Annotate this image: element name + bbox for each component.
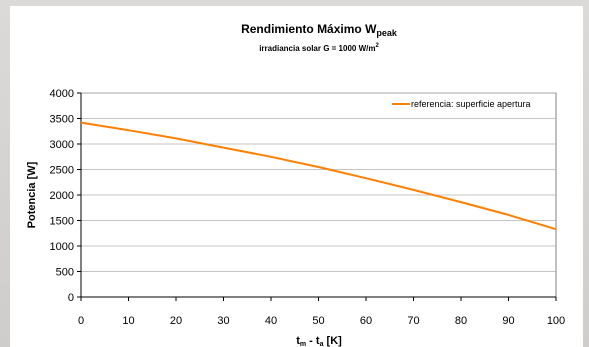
legend-label: referencia: superficie apertura [411, 99, 531, 109]
chart-title: Rendimiento Máximo Wpeak [241, 22, 398, 38]
x-tick-label: 90 [502, 315, 514, 327]
y-tick-label: 2500 [50, 165, 74, 177]
y-tick-label: 1000 [50, 241, 74, 253]
legend: referencia: superficie apertura [392, 99, 531, 109]
y-tick-label: 500 [56, 267, 74, 279]
x-tick-label: 40 [265, 315, 277, 327]
x-tick-label: 10 [122, 315, 134, 327]
x-tick-label: 100 [547, 315, 565, 327]
x-tick-label: 30 [217, 315, 229, 327]
gridlines [81, 92, 556, 272]
y-tick-label: 4000 [50, 88, 74, 100]
chart-subtitle: irradiancia solar G = 1000 W/m2 [259, 43, 379, 53]
x-axis: 0 10 20 30 40 50 60 70 80 90 100 [78, 296, 565, 327]
series-group [80, 121, 557, 231]
y-tick-label: 1500 [50, 216, 74, 228]
y-axis-label: Potencia [W] [26, 161, 38, 228]
x-tick-label: 70 [407, 315, 419, 327]
y-tick-label: 3500 [50, 114, 74, 126]
x-tick-label: 20 [170, 315, 182, 327]
x-axis-label: tm - ta [K] [296, 335, 342, 347]
y-tick-label: 3000 [50, 139, 74, 151]
y-axis: 0 500 1000 1500 2000 2500 3000 3500 4000 [50, 88, 82, 304]
y-tick-label: 2000 [50, 190, 74, 202]
x-tick-label: 50 [312, 315, 324, 327]
series-line [80, 121, 557, 231]
x-tick-label: 60 [360, 315, 372, 327]
x-tick-label: 0 [78, 315, 84, 327]
y-tick-label: 0 [68, 292, 74, 304]
x-tick-label: 80 [455, 315, 467, 327]
